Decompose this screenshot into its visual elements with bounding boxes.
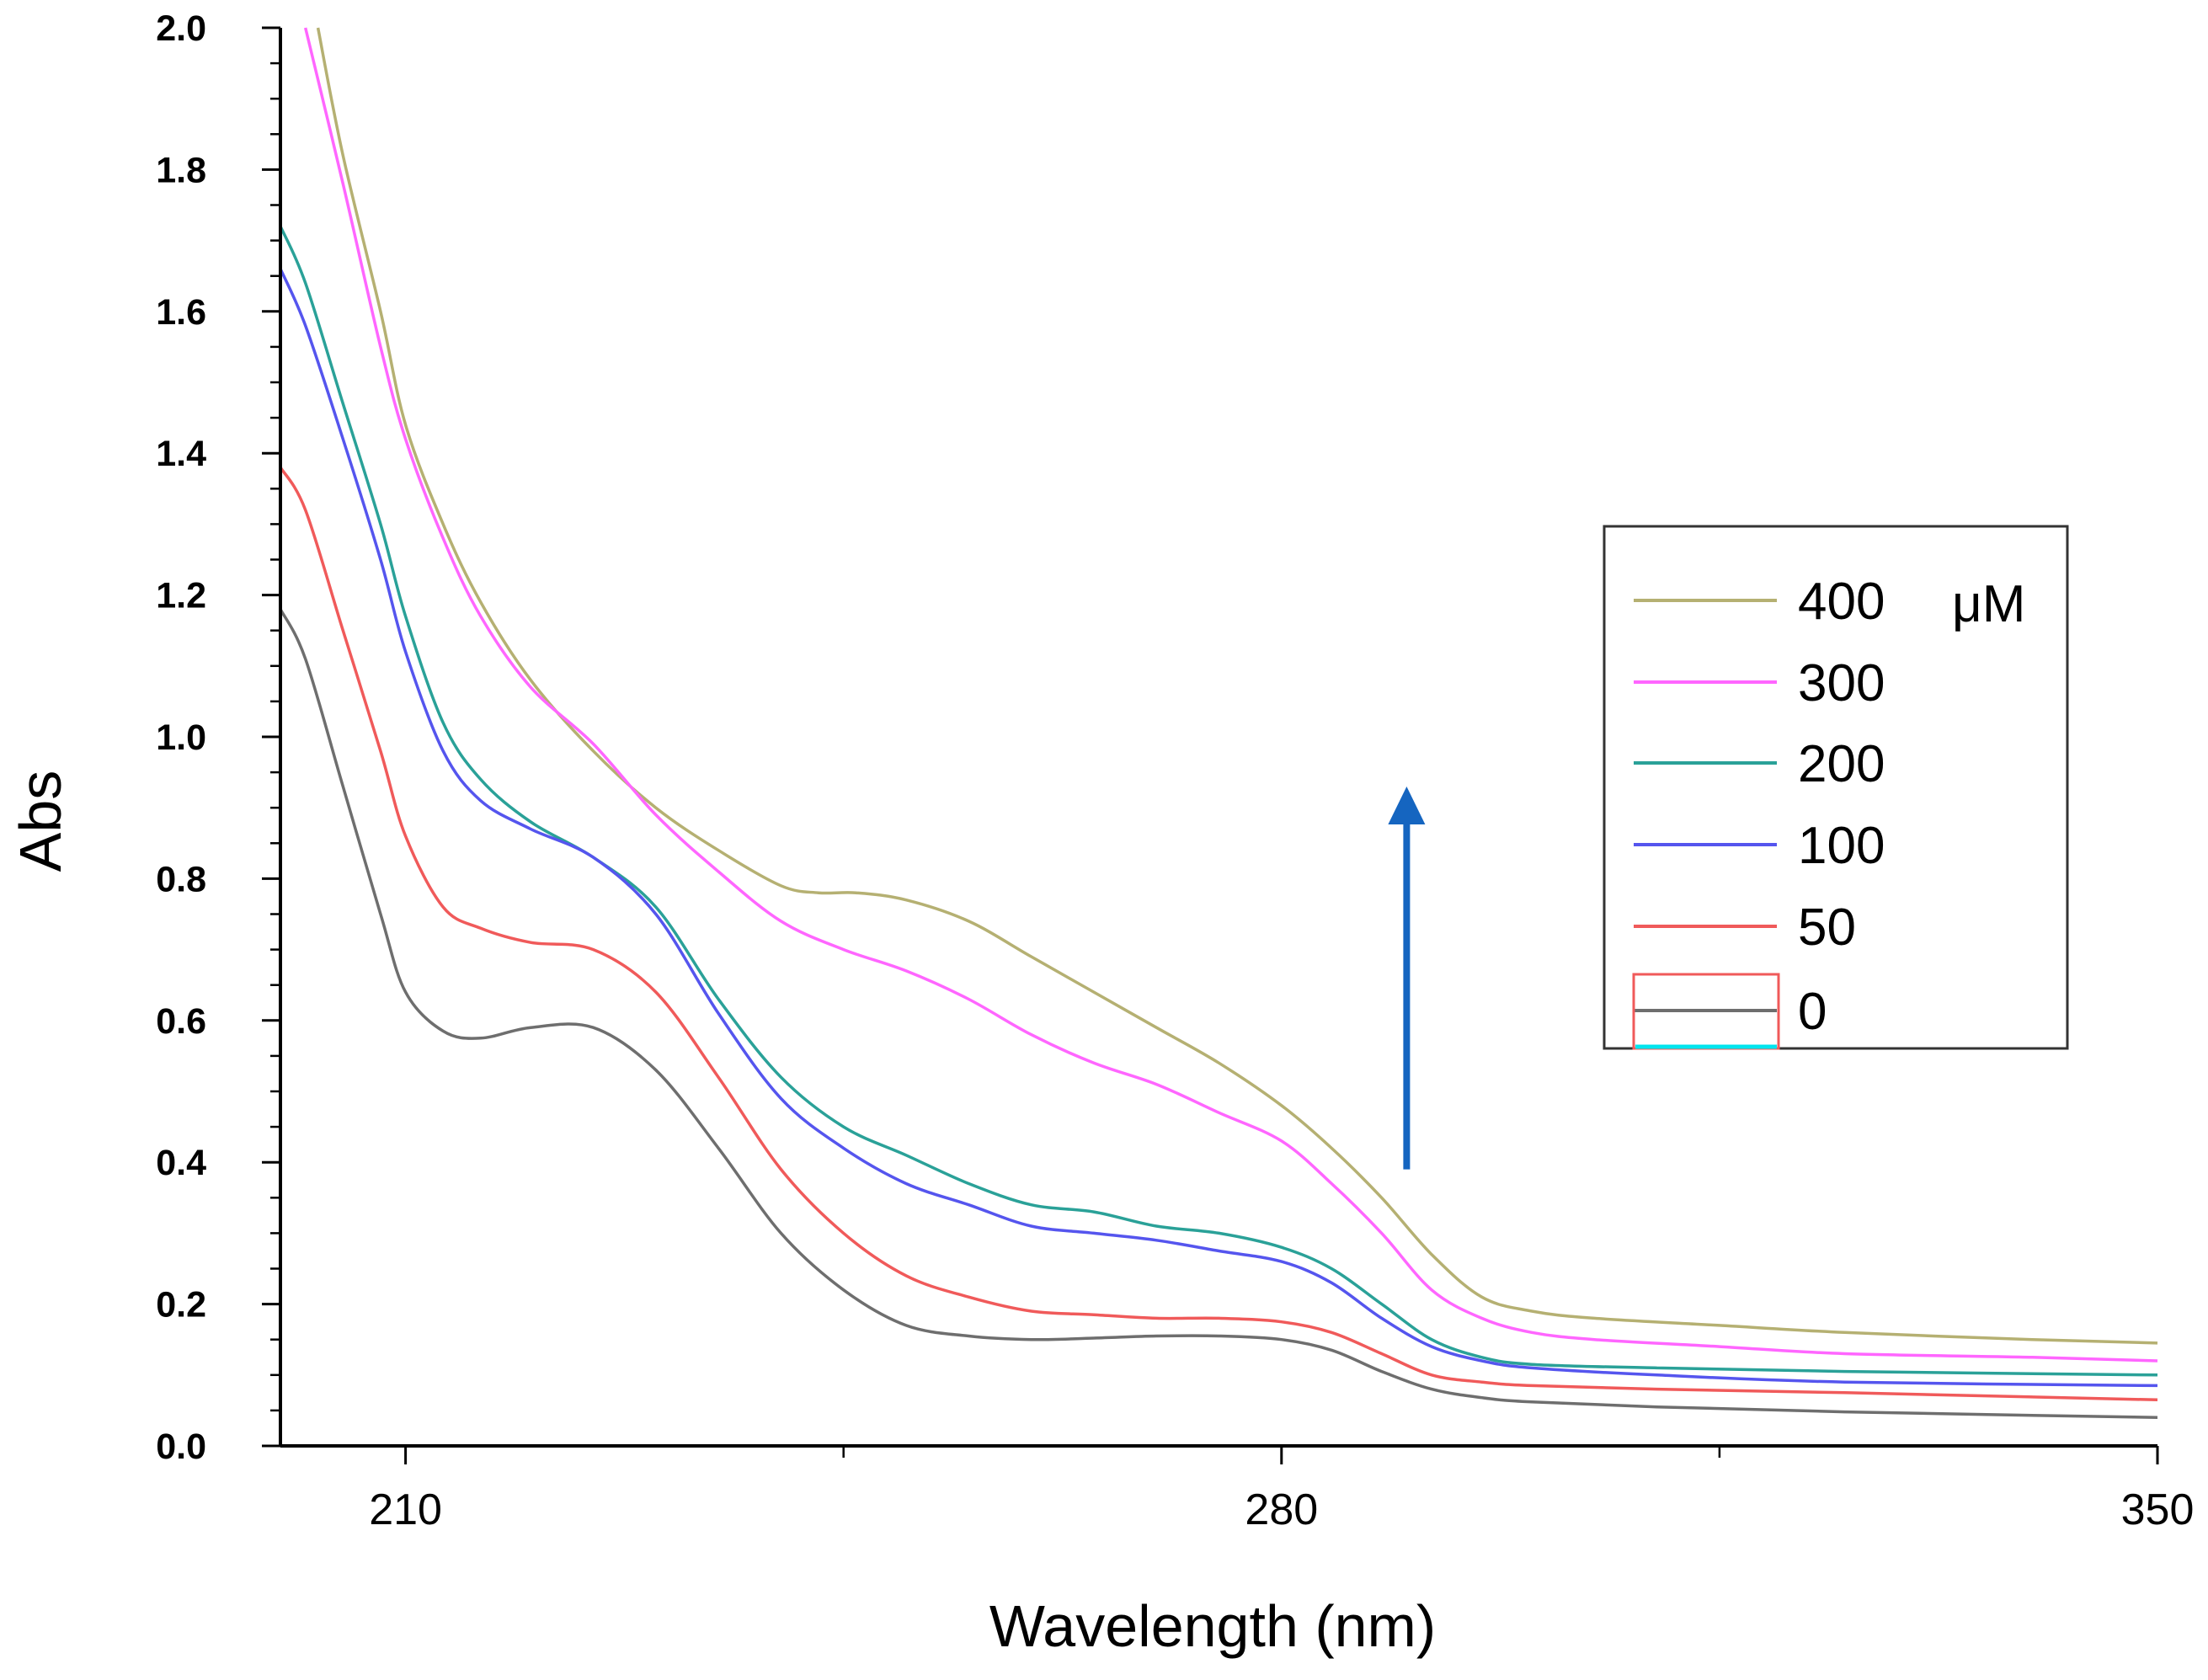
legend-label-300: 300 [1798, 654, 1885, 712]
legend-items: 400 300 200 100 50 0 [1632, 573, 1885, 1050]
y-tick-label: 1.6 [156, 292, 206, 333]
y-tick-label: 1.2 [156, 576, 206, 616]
legend-unit-label: μM [1952, 575, 2025, 633]
legend: 400 300 200 100 50 0 μM [1603, 525, 2069, 1050]
y-tick-label: 0.4 [156, 1143, 206, 1183]
x-axis-title: Wavelength (nm) [989, 1593, 1436, 1659]
legend-label-200: 200 [1798, 735, 1885, 793]
x-tick-label: 210 [369, 1485, 442, 1534]
legend-label-100: 100 [1798, 817, 1885, 875]
legend-frame [1603, 525, 2069, 1050]
legend-label-400: 400 [1798, 573, 1885, 631]
annotation-layer [1388, 786, 1426, 1170]
y-tick-label: 0.2 [156, 1285, 206, 1325]
y-tick-label: 2.0 [156, 8, 206, 49]
legend-label-50: 50 [1798, 899, 1856, 957]
series-line-200 [282, 226, 2158, 1377]
x-tick-label: 280 [1245, 1485, 1318, 1534]
axes-layer: 0.0 0.2 0.4 0.6 0.8 1.0 1.2 1.4 1.6 1.8 2.0 210 280 3… [156, 8, 2194, 1534]
series-line-0 [282, 609, 2158, 1420]
increase-arrow-icon [1388, 786, 1426, 824]
y-tick-label: 1.8 [156, 150, 206, 190]
series-line-300 [303, 27, 2158, 1363]
x-tick-label: 350 [2121, 1485, 2195, 1534]
series-line-100 [282, 269, 2158, 1388]
series-line-400 [316, 27, 2158, 1345]
series-layer [282, 27, 2158, 1420]
y-tick-label: 0.8 [156, 859, 206, 899]
y-tick-label: 0.0 [156, 1427, 206, 1467]
y-tick-label: 1.0 [156, 717, 206, 758]
legend-label-0: 0 [1798, 983, 1827, 1041]
y-axis-title: Abs [8, 771, 73, 872]
y-tick-label: 0.6 [156, 1001, 206, 1042]
series-line-50 [282, 467, 2158, 1402]
y-tick-label: 1.4 [156, 434, 206, 474]
